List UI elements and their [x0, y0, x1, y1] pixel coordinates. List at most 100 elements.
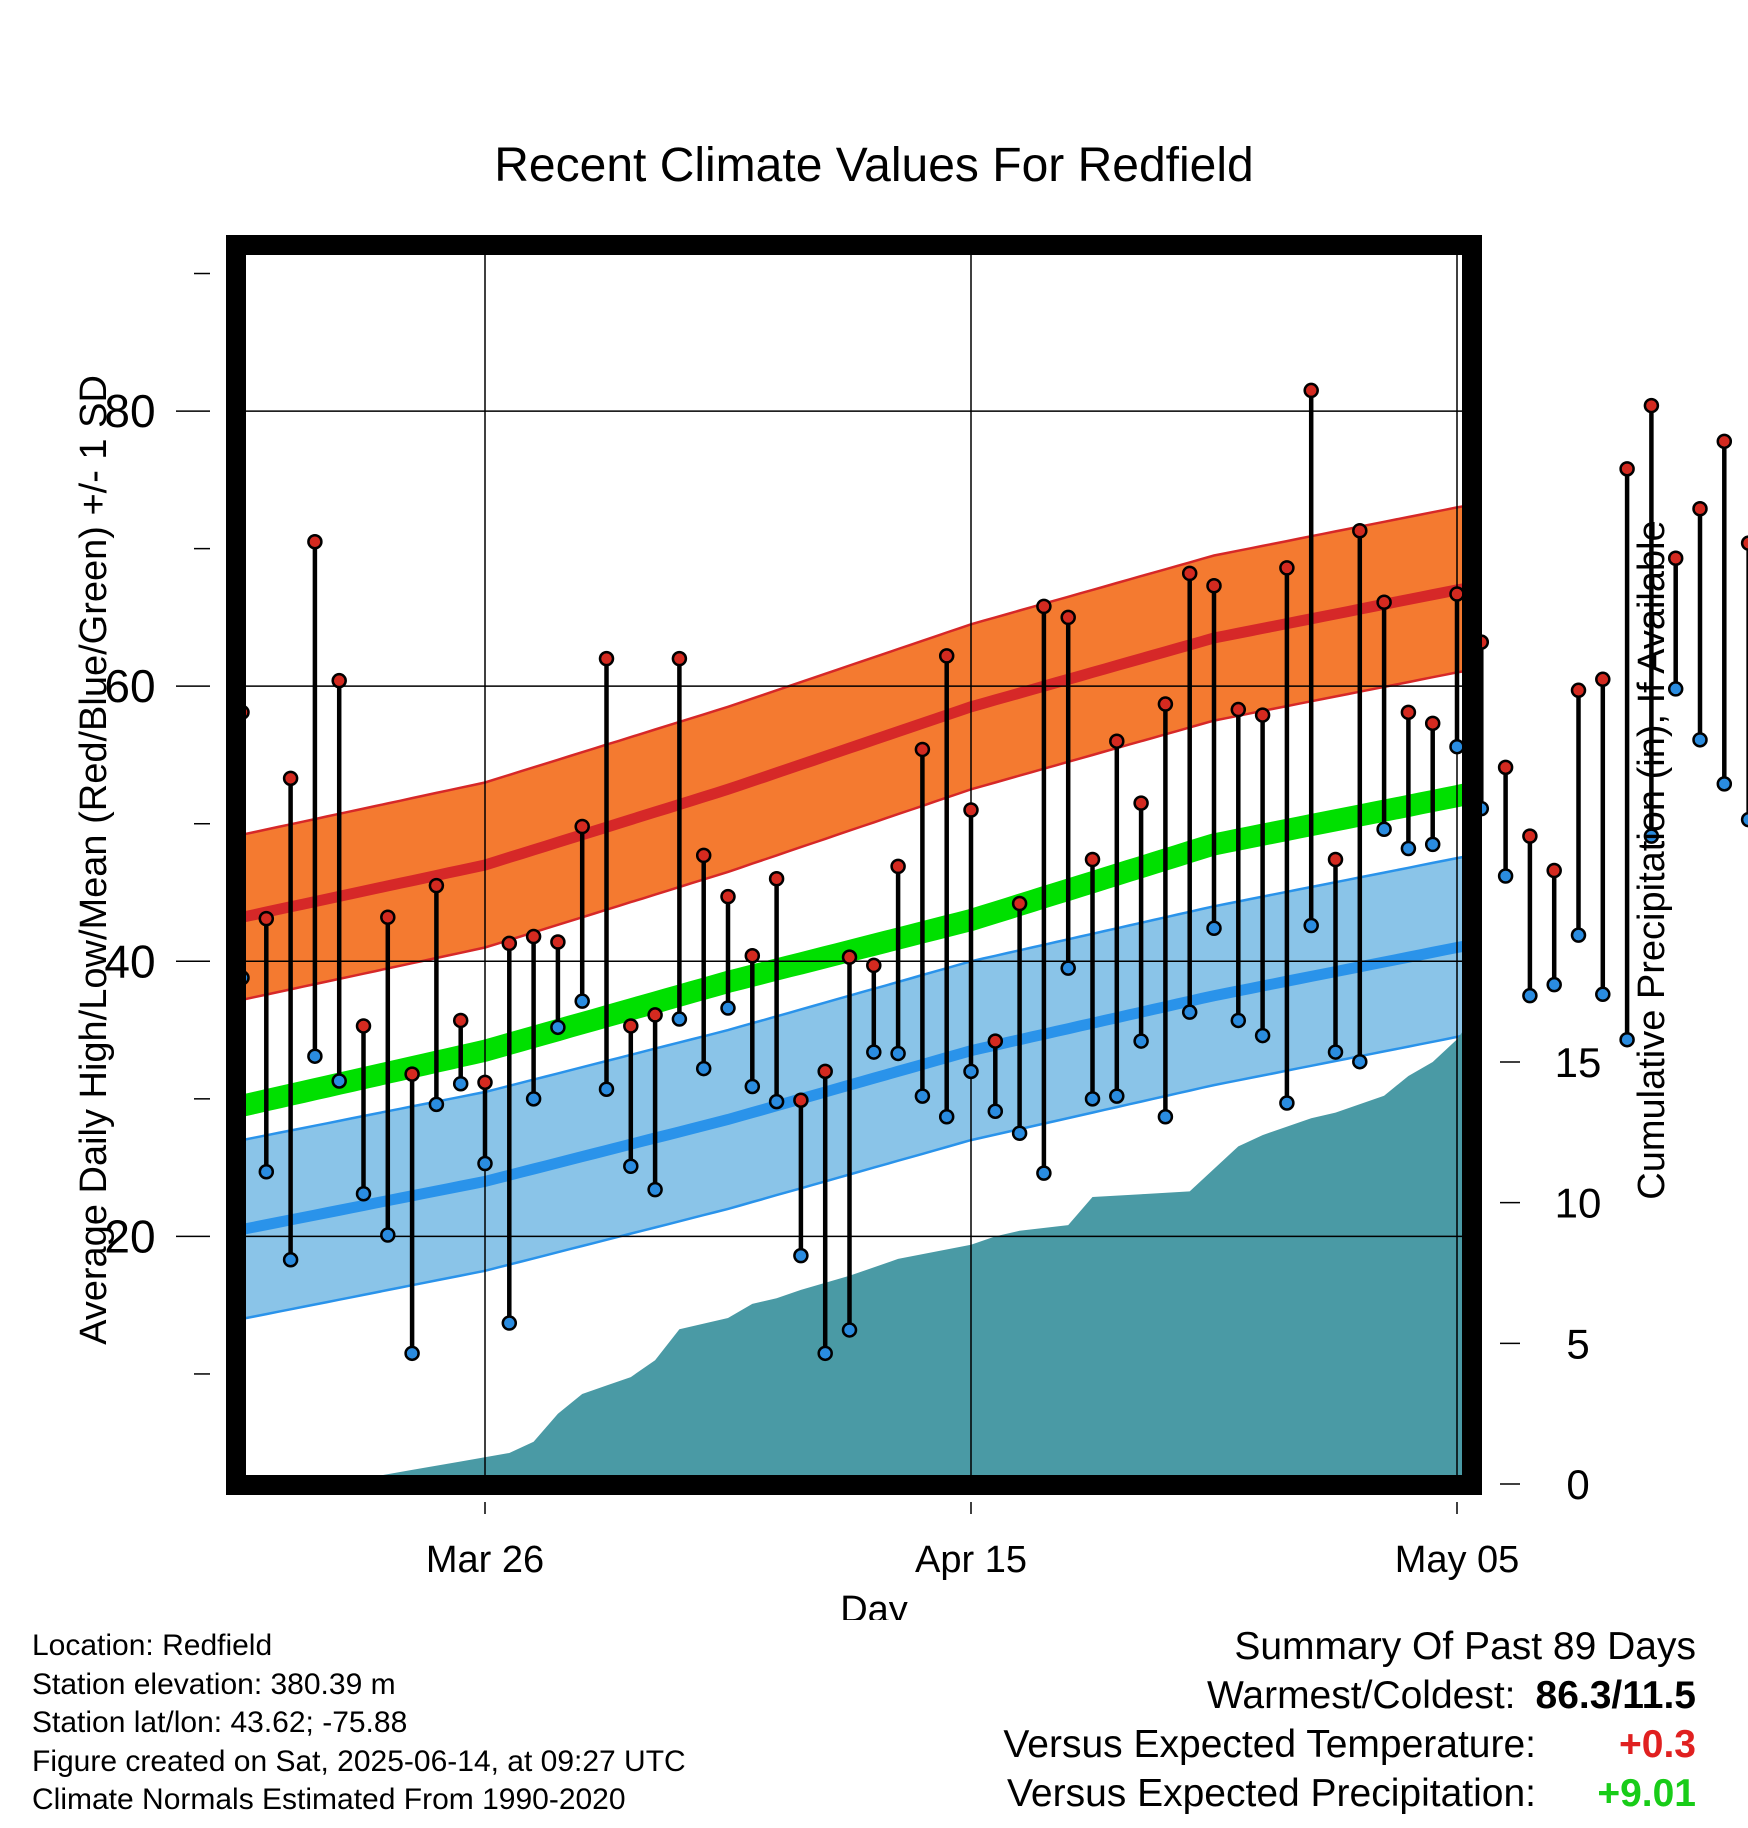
daily-low-point [1352, 1053, 1368, 1070]
daily-high-point [890, 858, 906, 875]
daily-low-point [1449, 738, 1465, 755]
x-tick-label: Apr 15 [915, 1539, 1027, 1581]
warm-cold-value: 86.3/11.5 [1535, 1674, 1697, 1717]
daily-high-point [1643, 397, 1660, 414]
daily-high-point [550, 934, 566, 950]
daily-low-point [1716, 776, 1733, 792]
normal-bands [239, 501, 1481, 1321]
daily-high-point [866, 957, 882, 974]
daily-high-point [744, 948, 761, 964]
daily-low-point [1497, 868, 1514, 884]
daily-low-point [1692, 732, 1708, 748]
precip-value: +9.01 [1597, 1772, 1696, 1815]
daily-high-point [1327, 851, 1344, 868]
daily-low-point [307, 1048, 323, 1064]
warm-cold-row: Warmest/Coldest: 86.3/11.5 [1003, 1671, 1696, 1720]
daily-low-point [938, 1108, 955, 1125]
daily-low-point [258, 1163, 275, 1180]
daily-high-point [1449, 586, 1465, 602]
daily-low-point [1400, 840, 1417, 857]
plot-border [226, 235, 1482, 1495]
daily-low-point [477, 1155, 493, 1172]
daily-low-point [1327, 1044, 1344, 1060]
daily-low-point [623, 1158, 639, 1174]
daily-high-point [914, 741, 931, 758]
daily-high-point [1740, 535, 1748, 551]
daily-high-point [1692, 500, 1708, 517]
daily-low-point [1133, 1033, 1149, 1049]
daily-high-point [452, 1012, 469, 1029]
daily-low-point [1157, 1108, 1174, 1125]
daily-high-point [720, 888, 736, 905]
daily-high-point [1595, 671, 1611, 688]
precip-label: Versus Expected Precipitation: [1007, 1772, 1536, 1815]
daily-low-point [1036, 1165, 1052, 1181]
y-left-tick-label: 40 [104, 935, 155, 987]
daily-high-point [1497, 759, 1514, 776]
daily-high-point [355, 1018, 372, 1034]
daily-low-point [331, 1073, 347, 1089]
daily-low-point [1254, 1027, 1271, 1044]
normals-text: Climate Normals Estimated From 1990-2020 [32, 1783, 626, 1816]
daily-observations [234, 382, 1748, 1362]
daily-low-point [1619, 1031, 1635, 1048]
daily-high-point [1303, 382, 1319, 399]
daily-high-point [671, 650, 688, 667]
daily-low-point [890, 1045, 906, 1062]
elevation-text: Station elevation: 380.39 m [32, 1667, 396, 1701]
daily-low-point [355, 1186, 372, 1202]
daily-low-point [695, 1060, 712, 1077]
y-left-tick-label: 60 [104, 660, 155, 712]
daily-low-point [1060, 960, 1076, 976]
daily-high-point [1084, 851, 1101, 868]
daily-high-point [1716, 433, 1733, 450]
daily-high-point [1254, 707, 1271, 723]
daily-low-point [987, 1103, 1004, 1119]
x-tick-label: May 05 [1395, 1539, 1520, 1581]
daily-high-point [1036, 598, 1052, 615]
daily-high-point [1011, 895, 1028, 912]
daily-low-point [1303, 917, 1319, 934]
created-text: Figure created on Sat, 2025-06-14, at 09… [32, 1744, 686, 1778]
daily-high-point [1546, 862, 1562, 879]
daily-low-point [744, 1078, 761, 1095]
daily-high-point [1133, 795, 1149, 811]
daily-low-point [380, 1227, 396, 1243]
daily-low-point [768, 1093, 785, 1110]
station-info: Location: Redfield Station elevation: 38… [32, 1627, 686, 1820]
x-axis-label: Day [840, 1589, 908, 1620]
daily-low-point [1522, 987, 1538, 1004]
daily-high-point [1424, 715, 1441, 732]
y-axis-left-label: Average Daily High/Low/Mean (Red/Blue/Gr… [73, 375, 115, 1345]
daily-low-point [1667, 681, 1684, 697]
daily-low-point [1109, 1088, 1125, 1104]
daily-high-point [331, 672, 347, 689]
daily-high-point [598, 650, 615, 667]
x-tick-label: Mar 26 [426, 1539, 544, 1581]
y-right-tick-label: 10 [1555, 1180, 1602, 1227]
warm-cold-label: Warmest/Coldest: [1207, 1674, 1516, 1717]
precip-row: Versus Expected Precipitation: +9.01 [1003, 1769, 1696, 1818]
daily-low-point [866, 1044, 882, 1060]
daily-low-point [574, 993, 590, 1009]
daily-high-point [380, 909, 396, 926]
cumulative-precip-area [227, 1006, 1481, 1484]
daily-high-point [1400, 704, 1417, 721]
daily-low-point [1279, 1095, 1295, 1111]
daily-low-point [720, 1000, 736, 1016]
daily-high-point [647, 1007, 663, 1023]
daily-high-point [404, 1066, 420, 1082]
daily-low-point [501, 1315, 518, 1331]
daily-low-point [452, 1075, 469, 1092]
daily-high-point [1157, 696, 1174, 712]
daily-low-point [963, 1063, 979, 1080]
temp-value: +0.3 [1619, 1723, 1696, 1766]
daily-high-point [282, 770, 299, 787]
daily-low-point [1424, 836, 1441, 853]
daily-high-point [1352, 522, 1368, 539]
daily-low-point [1570, 927, 1587, 943]
daily-high-point [1570, 682, 1587, 699]
summary-heading: Summary Of Past 89 Days [1234, 1625, 1696, 1668]
y-right-tick-label: 5 [1566, 1320, 1589, 1367]
daily-high-point [501, 935, 518, 952]
